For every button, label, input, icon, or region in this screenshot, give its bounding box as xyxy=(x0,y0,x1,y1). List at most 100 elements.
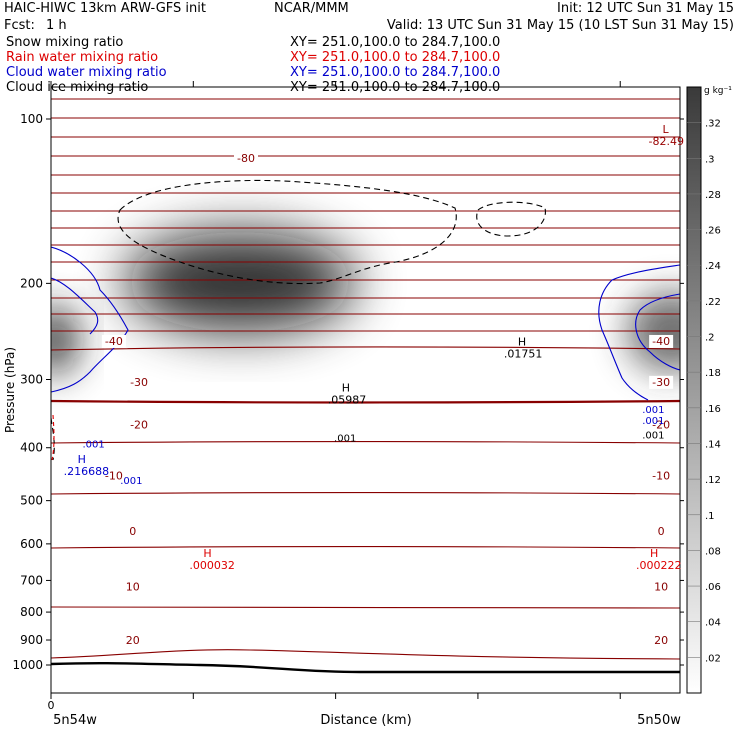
y-tick-label: 500 xyxy=(20,494,43,508)
forecast-label: Fcst: xyxy=(4,18,35,33)
field-cloudwater-name: Cloud water mixing ratio xyxy=(6,65,167,80)
extremum-marker: H xyxy=(78,453,86,466)
temperature-label-right: 0 xyxy=(658,525,665,538)
temperature-label: 0 xyxy=(129,525,136,538)
extremum-marker: H xyxy=(650,547,658,560)
temperature-label: -20 xyxy=(130,419,148,432)
extremum-marker: H xyxy=(203,547,211,560)
temperature-label-right: -30 xyxy=(652,376,670,389)
colorbar-ramp xyxy=(686,86,702,694)
model-title: HAIC-HIWC 13km ARW-GFS init xyxy=(4,1,206,16)
y-tick-label: 300 xyxy=(20,373,43,387)
temperature-contours xyxy=(51,98,680,660)
colorbar-unit: g kg⁻¹ xyxy=(704,86,732,96)
contour-value: .001 xyxy=(642,405,664,416)
colorbar-label: .12 xyxy=(705,475,721,486)
y-tick-label: 600 xyxy=(20,537,43,551)
init-time: Init: 12 UTC Sun 31 May 15 xyxy=(557,1,734,16)
colorbar-label: .32 xyxy=(705,119,721,130)
temperature-label: -40 xyxy=(105,335,123,348)
contour-value: .001 xyxy=(82,440,104,451)
temperature-label: -30 xyxy=(130,376,148,389)
colorbar-label: .18 xyxy=(705,368,721,379)
extremum-value: -82.49 xyxy=(649,135,684,148)
extremum-marker: H xyxy=(518,335,526,348)
colorbar-label: .14 xyxy=(705,439,721,450)
contour-value-labels: .001.001.001.001.001.001 xyxy=(82,405,664,487)
colorbar-label: .3 xyxy=(705,154,715,165)
rain-water-contour xyxy=(51,414,55,461)
extremum-marker: H xyxy=(342,381,350,394)
contour-value: .001 xyxy=(120,476,142,487)
colorbar-label: .28 xyxy=(705,190,721,201)
label-bg xyxy=(649,634,674,648)
contour-value: .001 xyxy=(334,433,356,444)
temperature-label-right: -10 xyxy=(652,470,670,483)
field-rain-xy: XY= 251.0,100.0 to 284.7,100.0 xyxy=(290,50,501,65)
colorbar-label: .08 xyxy=(705,546,721,557)
y-axis-title: Pressure (hPa) xyxy=(3,347,17,433)
temperature-label: 20 xyxy=(126,634,140,647)
contour-value: .001 xyxy=(642,430,664,441)
colorbar-label: .1 xyxy=(705,511,715,522)
colorbar-label: .24 xyxy=(705,261,721,272)
temperature-label-right: -40 xyxy=(652,335,670,348)
organization: NCAR/MMM xyxy=(274,1,349,16)
colorbar-label: .06 xyxy=(705,582,721,593)
label-bg xyxy=(120,580,145,594)
y-tick-label: 1000 xyxy=(12,658,43,672)
field-rain-name: Rain water mixing ratio xyxy=(6,50,159,65)
label-bg xyxy=(101,469,126,483)
extremum-value: .216688 xyxy=(64,465,110,478)
forecast-hour: 1 h xyxy=(46,18,67,33)
contour-value: .001 xyxy=(642,416,664,427)
extremum-value: .01751 xyxy=(504,347,543,360)
terrain-line xyxy=(50,661,680,674)
temperature-label-right: 20 xyxy=(654,634,668,647)
plot-frame xyxy=(50,86,681,694)
temperature-label: 10 xyxy=(126,580,140,593)
y-tick-label: 800 xyxy=(20,605,43,619)
temperature-label-right: -20 xyxy=(652,419,670,432)
colorbar-label: .22 xyxy=(705,297,721,308)
x-start-label: 5n54w xyxy=(53,713,97,728)
label-bg xyxy=(120,524,145,538)
temperature-label: -80 xyxy=(237,152,255,165)
extremum-value: .000222 xyxy=(636,559,682,572)
colorbar-label: .2 xyxy=(705,333,715,344)
cloud-water-contours xyxy=(51,246,680,401)
field-snow-xy: XY= 251.0,100.0 to 284.7,100.0 xyxy=(290,35,501,50)
colorbar: .02 .04 .06 .08 .1 .12 .14 .16 .18 .2 .22 .24 .26 .28… xyxy=(686,86,732,694)
y-tick-label: 200 xyxy=(20,276,43,290)
colorbar-label: .16 xyxy=(705,404,721,415)
label-bg xyxy=(649,334,674,348)
extremum-value: .000032 xyxy=(189,559,235,572)
temperature-label: -10 xyxy=(105,470,123,483)
snow-shading xyxy=(51,232,680,375)
colorbar-label: .26 xyxy=(705,226,721,237)
label-bg xyxy=(101,334,126,348)
label-bg xyxy=(649,375,674,389)
label-bg xyxy=(649,524,674,538)
y-tick-label: 900 xyxy=(20,633,43,647)
label-bg xyxy=(233,152,258,166)
label-bg xyxy=(120,634,145,648)
y-tick-label: 100 xyxy=(20,112,43,126)
valid-time: Valid: 13 UTC Sun 31 May 15 (10 LST Sun … xyxy=(386,18,734,33)
field-cloudwater-xy: XY= 251.0,100.0 to 284.7,100.0 xyxy=(290,65,501,80)
x-axis-title: Distance (km) xyxy=(320,713,411,728)
colorbar-label: .02 xyxy=(705,653,721,664)
colorbar-label: .04 xyxy=(705,618,721,629)
extremum-marker: L xyxy=(663,123,670,136)
label-bg xyxy=(649,469,674,483)
label-bg xyxy=(127,375,152,389)
snow-max-left xyxy=(51,305,79,375)
temperature-labels: -80 -40 -40 -30 -30 -20 -20 -10 -10 0 0 10 10 20 20 xyxy=(101,152,674,648)
snow-max-main xyxy=(125,232,355,332)
label-bg xyxy=(649,418,674,432)
y-tick-label: 400 xyxy=(20,441,43,455)
temperature-label-right: 10 xyxy=(654,580,668,593)
